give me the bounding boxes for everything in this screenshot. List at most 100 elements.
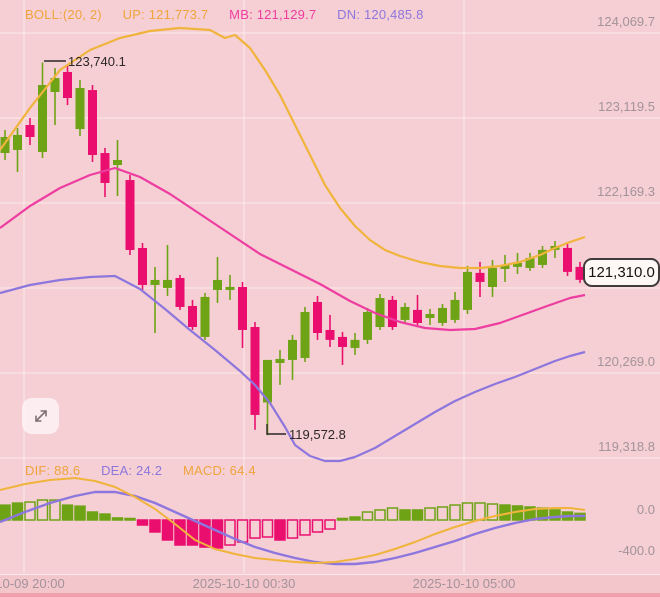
expand-chart-button[interactable] xyxy=(22,398,59,434)
candle-body xyxy=(563,247,572,272)
macd-bar-positive xyxy=(374,509,386,521)
y-axis-label: 119,318.8 xyxy=(598,439,655,454)
candle-body xyxy=(25,125,35,138)
candle-body xyxy=(525,257,535,268)
macd-dif-value: DIF: 88.6 xyxy=(25,463,81,478)
macd-bar-negative xyxy=(286,519,299,539)
candle-body xyxy=(175,277,185,307)
candle-body xyxy=(425,313,435,318)
candle-body xyxy=(300,311,310,358)
high-price-annotation: 123,740.1 xyxy=(68,54,126,69)
candle-body xyxy=(350,339,360,348)
candle-body xyxy=(213,279,222,290)
candle-body xyxy=(188,305,197,328)
dea-line xyxy=(0,490,585,566)
macd-bar-positive xyxy=(449,504,461,521)
candle-body xyxy=(100,153,110,183)
time-axis-label: 2025-10-10 05:00 xyxy=(412,576,516,591)
y-axis-label: 123,119.5 xyxy=(598,99,655,114)
macd-bar-negative xyxy=(161,519,174,541)
candle-body xyxy=(500,264,510,269)
macd-bar-negative xyxy=(311,519,324,533)
candle-body xyxy=(375,298,385,328)
macd-bar-positive xyxy=(424,507,436,521)
macd-bar-positive xyxy=(49,499,61,521)
macd-bar-positive xyxy=(474,502,486,521)
macd-bar-negative xyxy=(136,519,149,526)
expand-arrows-icon xyxy=(34,410,47,422)
macd-bar-positive xyxy=(36,499,49,521)
boll-settings-label[interactable]: BOLL:(20, 2) xyxy=(25,7,102,22)
boll-up-value: UP: 121,773.7 xyxy=(122,7,209,22)
macd-bar-positive xyxy=(74,505,86,521)
dif-line xyxy=(0,477,586,564)
low-annotation-connector xyxy=(266,424,286,435)
candle-body xyxy=(38,85,47,152)
candle-body xyxy=(388,299,397,328)
macd-bar-negative xyxy=(261,519,274,538)
macd-bar-positive xyxy=(11,502,24,521)
last-price-tag: 121,310.0 xyxy=(583,258,660,287)
candle-body xyxy=(338,336,347,347)
candle-body xyxy=(263,359,272,403)
boll-up-line xyxy=(0,26,586,270)
boll-mb-value: MB: 121,129.7 xyxy=(229,7,317,22)
candle-body xyxy=(88,90,97,155)
macd-bar-positive xyxy=(336,517,349,521)
macd-bar-positive xyxy=(486,503,499,521)
macd-bar-positive xyxy=(461,502,474,521)
candle-body xyxy=(225,286,235,290)
macd-value: MACD: 64.4 xyxy=(182,463,256,478)
candle-body xyxy=(400,306,410,320)
time-axis-label: 10-09 20:00 xyxy=(0,576,65,591)
time-axis-label: 2025-10-10 00:30 xyxy=(192,576,296,591)
macd-bar-positive xyxy=(99,513,111,521)
macd-bar-positive xyxy=(399,509,411,521)
boll-indicator-header[interactable]: BOLL:(20, 2) UP: 121,773.7 MB: 121,129.7… xyxy=(25,7,441,22)
candle-body xyxy=(113,159,122,166)
candle-body xyxy=(313,301,322,333)
candle-body xyxy=(238,287,247,330)
candle-body xyxy=(325,329,335,340)
macd-bar-negative xyxy=(324,519,336,530)
candle-body xyxy=(200,296,210,337)
candle-body xyxy=(450,299,460,320)
candle-body xyxy=(538,249,547,265)
candle-body xyxy=(575,266,585,280)
y-axis-label: 120,269.0 xyxy=(597,354,655,369)
candle-body xyxy=(125,180,135,250)
candle-body xyxy=(513,262,522,267)
macd-bar-negative xyxy=(249,519,261,539)
macd-bar-negative xyxy=(236,519,249,543)
y-axis-label: 0.0 xyxy=(636,502,655,517)
candle-body xyxy=(63,71,72,99)
candle-body xyxy=(250,327,260,415)
candle-body xyxy=(413,309,422,323)
macd-bar-positive xyxy=(61,504,74,521)
macd-bar-negative xyxy=(299,519,311,536)
macd-bar-positive xyxy=(124,517,136,521)
macd-bar-negative xyxy=(224,519,236,546)
candle-body xyxy=(50,78,60,93)
macd-bar-positive xyxy=(549,509,561,521)
macd-bar-negative xyxy=(149,519,161,533)
macd-bar-positive xyxy=(111,517,124,521)
macd-bar-positive xyxy=(86,511,99,521)
time-axis[interactable]: 10-09 20:00 2025-10-10 00:30 2025-10-10 05… xyxy=(0,574,660,597)
candle-body xyxy=(438,307,447,323)
macd-bar-positive xyxy=(361,511,374,521)
macd-bar-negative xyxy=(174,519,186,546)
y-axis-label: 122,169.3 xyxy=(597,184,655,199)
candle-body xyxy=(0,137,10,154)
boll-dn-line xyxy=(0,274,586,463)
boll-dn-value: DN: 120,485.8 xyxy=(337,7,424,22)
low-price-annotation: 119,572.8 xyxy=(289,427,346,442)
boll-mb-line xyxy=(0,166,586,332)
candle-body xyxy=(275,358,285,363)
macd-indicator-header[interactable]: DIF: 88.6 DEA: 24.2 MACD: 64.4 xyxy=(25,463,273,478)
macd-bar-positive xyxy=(411,509,424,521)
candle-body xyxy=(488,267,497,288)
macd-bar-positive xyxy=(386,507,399,521)
